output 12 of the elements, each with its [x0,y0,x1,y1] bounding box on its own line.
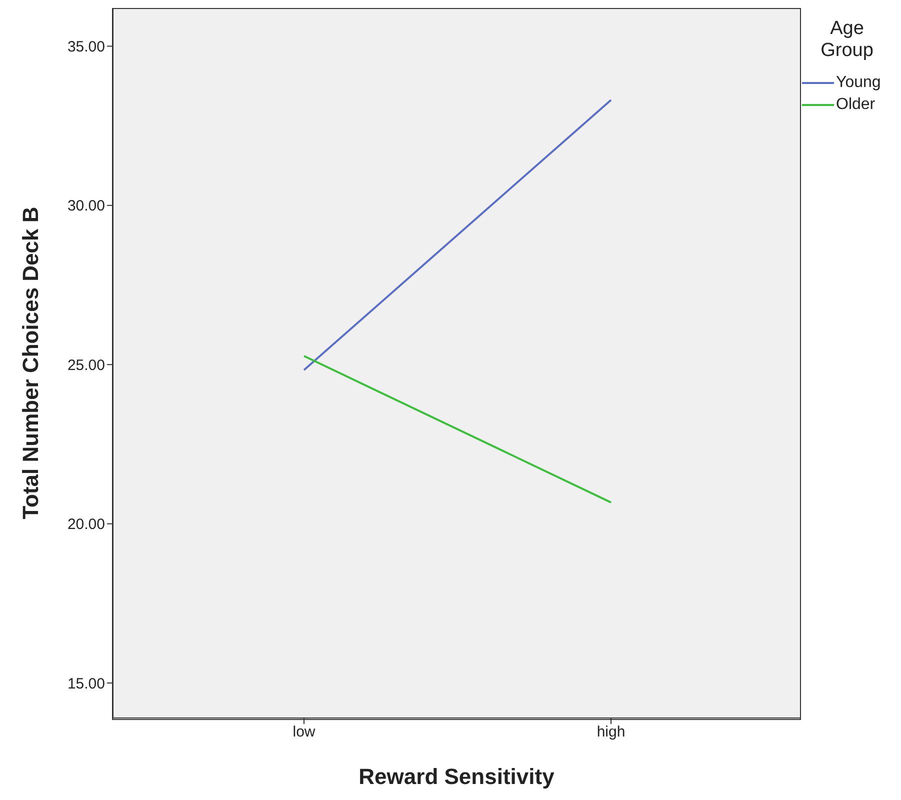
y-axis-title: Total Number Choices Deck B [18,206,43,520]
legend-label: Older [836,96,876,114]
legend-label: Young [836,74,881,92]
y-tick-label: 15.00 [67,675,105,692]
legend-title: Age Group [820,18,874,62]
y-tick-label: 35.00 [67,38,105,56]
y-tick-label: 30.00 [67,198,105,215]
x-tick-label: high [596,724,626,741]
x-axis-title: Reward Sensitivity [358,764,556,789]
y-tick-label: 20.00 [67,516,105,534]
x-tick-label: low [292,724,316,741]
y-tick-label: 25.00 [67,356,105,374]
